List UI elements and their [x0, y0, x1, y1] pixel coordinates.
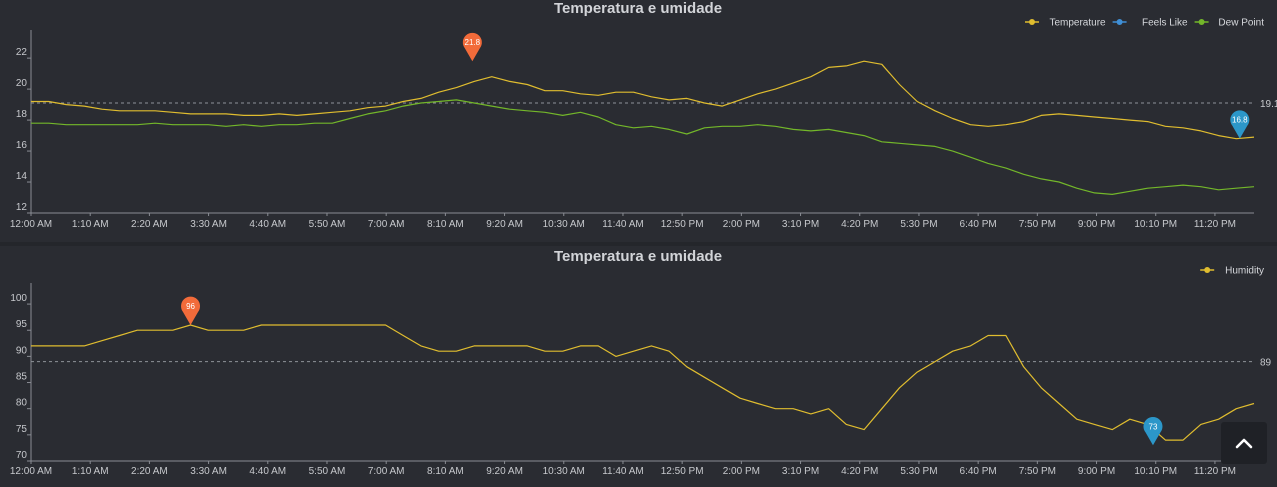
y-tick-label: 16	[16, 140, 28, 151]
max-value-pin: 96	[181, 296, 201, 325]
x-tick-label: 9:20 AM	[486, 466, 523, 477]
x-tick-label: 12:50 PM	[661, 219, 704, 230]
max-value-pin-shape	[181, 296, 201, 325]
x-tick-label: 1:10 AM	[72, 219, 109, 230]
y-tick-label: 12	[16, 202, 28, 213]
y-tick-label: 18	[16, 109, 28, 120]
max-value-pin-shape	[462, 32, 482, 62]
x-tick-label: 11:20 PM	[1194, 219, 1236, 230]
x-tick-label: 4:20 PM	[841, 466, 878, 477]
x-tick-label: 12:50 PM	[661, 466, 704, 477]
x-tick-label: 7:50 PM	[1019, 466, 1056, 477]
legend-marker	[1029, 19, 1035, 25]
x-tick-label: 7:50 PM	[1019, 219, 1056, 230]
y-tick-label: 100	[10, 293, 27, 304]
legend-label: Temperature	[1049, 18, 1106, 29]
min-value-pin-shape	[1230, 110, 1250, 139]
x-tick-label: 9:20 AM	[486, 219, 523, 230]
max-value-pin: 21.8	[462, 32, 482, 62]
x-tick-label: 10:10 PM	[1134, 219, 1177, 230]
y-tick-label: 85	[16, 372, 28, 383]
min-value-pin-shape	[1143, 416, 1163, 446]
legend-marker	[1198, 19, 1205, 25]
x-tick-label: 7:00 AM	[368, 466, 405, 477]
legend-label: Humidity	[1225, 266, 1264, 277]
max-value-pin-label: 21.8	[465, 38, 481, 47]
average-label: 89	[1260, 358, 1272, 369]
x-tick-label: 8:10 AM	[427, 466, 464, 477]
x-tick-label: 9:00 PM	[1078, 466, 1115, 477]
series-line-dew-point	[31, 99, 1255, 195]
y-tick-label: 75	[16, 424, 28, 435]
humidity-chart: Temperatura e umidade Humidity 70 75 80 85 90 9…	[10, 248, 1272, 477]
legend-label: Feels Like	[1142, 18, 1188, 29]
x-tick-label: 11:40 AM	[602, 466, 644, 477]
y-tick-label: 22	[16, 47, 28, 58]
y-tick-label: 20	[16, 78, 28, 89]
y-tick-label: 95	[16, 319, 28, 330]
x-tick-label: 12:00 AM	[10, 466, 52, 477]
y-tick-label: 14	[16, 171, 28, 182]
chart-panel-humidity: Temperatura e umidade Humidity 70 75 80 85 90 9…	[0, 246, 1277, 487]
legend-label: Dew Point	[1218, 18, 1264, 29]
series-line-temperature	[31, 60, 1255, 140]
x-tick-label: 3:30 AM	[190, 219, 227, 230]
series-line-humidity	[31, 324, 1255, 441]
x-tick-label: 1:10 AM	[72, 466, 109, 477]
chart-title: Temperatura e umidade	[554, 0, 722, 17]
min-value-pin-label: 16.8	[1232, 116, 1248, 125]
x-tick-label: 2:00 PM	[723, 219, 760, 230]
average-label: 19.1	[1260, 99, 1277, 110]
x-tick-label: 11:40 AM	[602, 219, 644, 230]
chart-title: Temperatura e umidade	[554, 248, 722, 265]
scroll-to-top-button[interactable]	[1221, 422, 1267, 464]
y-tick-label: 90	[16, 345, 28, 356]
y-tick-label: 70	[16, 450, 28, 461]
x-tick-label: 4:40 AM	[249, 219, 286, 230]
legend-marker	[1116, 19, 1123, 25]
x-tick-label: 2:20 AM	[131, 219, 168, 230]
min-value-pin: 73	[1143, 416, 1163, 446]
panel-divider	[0, 242, 1277, 246]
max-value-pin-label: 96	[186, 302, 195, 311]
x-tick-label: 6:40 PM	[960, 219, 997, 230]
chevron-up-icon	[1235, 438, 1253, 449]
x-tick-label: 3:10 PM	[782, 466, 819, 477]
x-tick-label: 3:10 PM	[782, 219, 819, 230]
x-tick-label: 3:30 AM	[190, 466, 227, 477]
x-tick-label: 9:00 PM	[1078, 219, 1115, 230]
x-tick-label: 12:00 AM	[10, 219, 52, 230]
x-tick-label: 6:40 PM	[960, 466, 997, 477]
x-tick-label: 10:30 AM	[543, 219, 585, 230]
x-tick-label: 5:30 PM	[900, 219, 937, 230]
x-tick-label: 5:30 PM	[900, 466, 937, 477]
x-tick-label: 7:00 AM	[368, 219, 405, 230]
x-tick-label: 2:20 AM	[131, 466, 168, 477]
temperature-chart: Temperatura e umidade Dew Point Feels Like…	[10, 0, 1277, 230]
x-tick-label: 10:10 PM	[1134, 466, 1177, 477]
x-tick-label: 4:20 PM	[841, 219, 878, 230]
x-tick-label: 11:20 PM	[1194, 466, 1236, 477]
y-tick-label: 80	[16, 398, 28, 409]
min-value-pin: 16.8	[1230, 110, 1250, 139]
x-tick-label: 8:10 AM	[427, 219, 464, 230]
x-tick-label: 10:30 AM	[543, 466, 585, 477]
x-tick-label: 2:00 PM	[723, 466, 760, 477]
min-value-pin-label: 73	[1149, 422, 1158, 431]
x-tick-label: 5:50 AM	[309, 466, 346, 477]
chart-panel-temperature: Temperatura e umidade Dew Point Feels Like…	[0, 0, 1277, 242]
x-tick-label: 5:50 AM	[309, 219, 346, 230]
legend-marker	[1204, 267, 1211, 273]
x-tick-label: 4:40 AM	[249, 466, 286, 477]
